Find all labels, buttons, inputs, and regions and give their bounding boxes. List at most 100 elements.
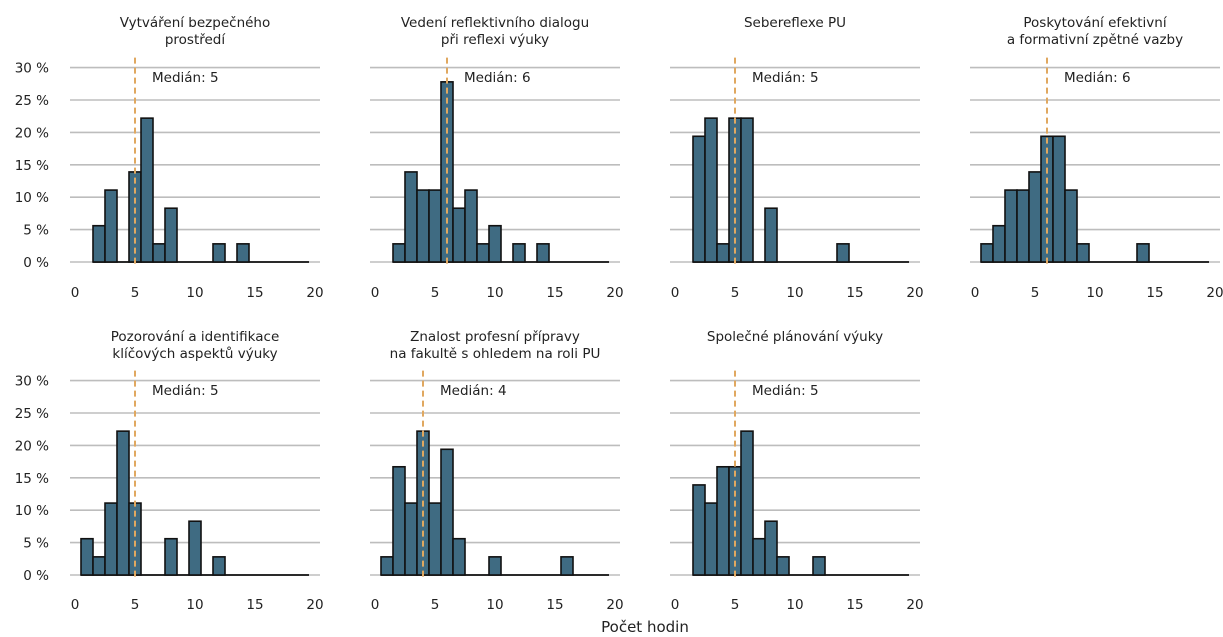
x-tick-label: 20 [906, 597, 923, 613]
histogram-bar [416, 189, 430, 263]
histogram-bar [1016, 189, 1030, 263]
y-tick-label: 0 % [23, 568, 49, 584]
x-tick-label: 15 [846, 285, 863, 301]
histogram-bar [440, 448, 454, 576]
histogram-bar [380, 556, 394, 576]
x-tick-label: 10 [486, 597, 503, 613]
x-tick-label: 0 [671, 597, 680, 613]
histogram-bar [488, 556, 502, 576]
x-tick-label: 10 [786, 285, 803, 301]
x-tick-label: 5 [731, 285, 740, 301]
x-tick-label: 5 [731, 597, 740, 613]
x-tick-label: 20 [1206, 285, 1223, 301]
histogram-bar [704, 502, 718, 576]
histogram-bar [692, 135, 706, 263]
x-tick-label: 15 [846, 597, 863, 613]
x-tick-label: 20 [906, 285, 923, 301]
histogram-panel: Společné plánování výuky Medián: 5 0 5 10 15 2… [670, 329, 924, 613]
histogram-bar [1004, 189, 1018, 263]
y-tick-label: 25 % [15, 406, 49, 422]
histogram-bar [740, 430, 754, 576]
histogram-bar [140, 117, 154, 263]
histogram-bar [1064, 189, 1078, 263]
histogram-bar [1076, 243, 1090, 263]
histogram-bar [1136, 243, 1150, 263]
median-label: Medián: 5 [752, 70, 819, 86]
histogram-bar [80, 537, 94, 576]
median-label: Medián: 5 [152, 383, 219, 399]
panel-title: Vedení reflektivního dialogu [401, 15, 589, 31]
histogram-bar [812, 556, 826, 576]
histogram-bar [404, 171, 418, 263]
histogram-bar [104, 502, 118, 576]
panel-title: na fakultě s ohledem na roli PU [390, 346, 601, 362]
x-tick-label: 20 [606, 597, 623, 613]
x-tick-label: 10 [186, 597, 203, 613]
histogram-bar [428, 502, 442, 576]
histogram-bar [716, 465, 730, 576]
histogram-bar [236, 243, 250, 263]
histogram-bar [980, 243, 994, 263]
x-tick-label: 10 [1086, 285, 1103, 301]
histogram-bar [392, 243, 406, 263]
y-tick-label: 10 % [15, 190, 49, 206]
x-tick-label: 5 [131, 597, 140, 613]
y-tick-label: 5 % [23, 536, 49, 552]
x-axis-title: Počet hodin [601, 618, 689, 633]
histogram-bar [1028, 171, 1042, 263]
histogram-bar [428, 189, 442, 263]
histogram-bar [164, 537, 178, 576]
histogram-bar [212, 243, 226, 263]
histogram-bar [104, 189, 118, 263]
y-tick-label: 10 % [15, 503, 49, 519]
median-label: Medián: 5 [152, 70, 219, 86]
histogram-bar [704, 117, 718, 263]
panel-title: prostředí [165, 32, 227, 48]
panel-title: a formativní zpětné vazby [1007, 32, 1183, 48]
x-tick-label: 0 [371, 597, 380, 613]
x-tick-label: 20 [306, 285, 323, 301]
histogram-bar [560, 556, 574, 576]
median-label: Medián: 4 [440, 383, 507, 399]
x-tick-label: 20 [606, 285, 623, 301]
x-tick-label: 10 [786, 597, 803, 613]
x-tick-label: 0 [371, 285, 380, 301]
y-tick-label: 20 % [15, 125, 49, 141]
histogram-bar [92, 556, 106, 576]
median-label: Medián: 6 [1064, 70, 1131, 86]
histogram-bar [92, 224, 106, 263]
panel-title: Vytváření bezpečného [120, 15, 271, 31]
histogram-bar [776, 556, 790, 576]
histogram-bar [764, 207, 778, 263]
y-tick-label: 30 % [15, 61, 49, 77]
histogram-bar [476, 243, 490, 263]
x-tick-label: 15 [246, 597, 263, 613]
panel-title: Pozorování a identifikace [111, 329, 280, 345]
x-tick-label: 0 [71, 285, 80, 301]
histogram-bar [752, 537, 766, 576]
histogram-bar [692, 484, 706, 576]
x-tick-label: 10 [486, 285, 503, 301]
x-tick-label: 10 [186, 285, 203, 301]
x-tick-label: 15 [546, 285, 563, 301]
histogram-bar [836, 243, 850, 263]
y-tick-label: 5 % [23, 223, 49, 239]
median-label: Medián: 6 [464, 70, 531, 86]
histogram-bar [764, 520, 778, 576]
histogram-bar [452, 537, 466, 576]
panel-title: Sebereflexe PU [744, 15, 846, 31]
histogram-bar [212, 556, 226, 576]
panel-title: klíčových aspektů výuky [112, 346, 277, 362]
histogram-bar [740, 117, 754, 263]
histogram-bar [488, 224, 502, 263]
histogram-bar [392, 465, 406, 576]
histogram-bar [188, 520, 202, 576]
histogram-bar [164, 207, 178, 263]
panel-title: Společné plánování výuky [707, 329, 883, 345]
y-tick-label: 20 % [15, 438, 49, 454]
histogram-bar [992, 224, 1006, 263]
x-tick-label: 0 [71, 597, 80, 613]
